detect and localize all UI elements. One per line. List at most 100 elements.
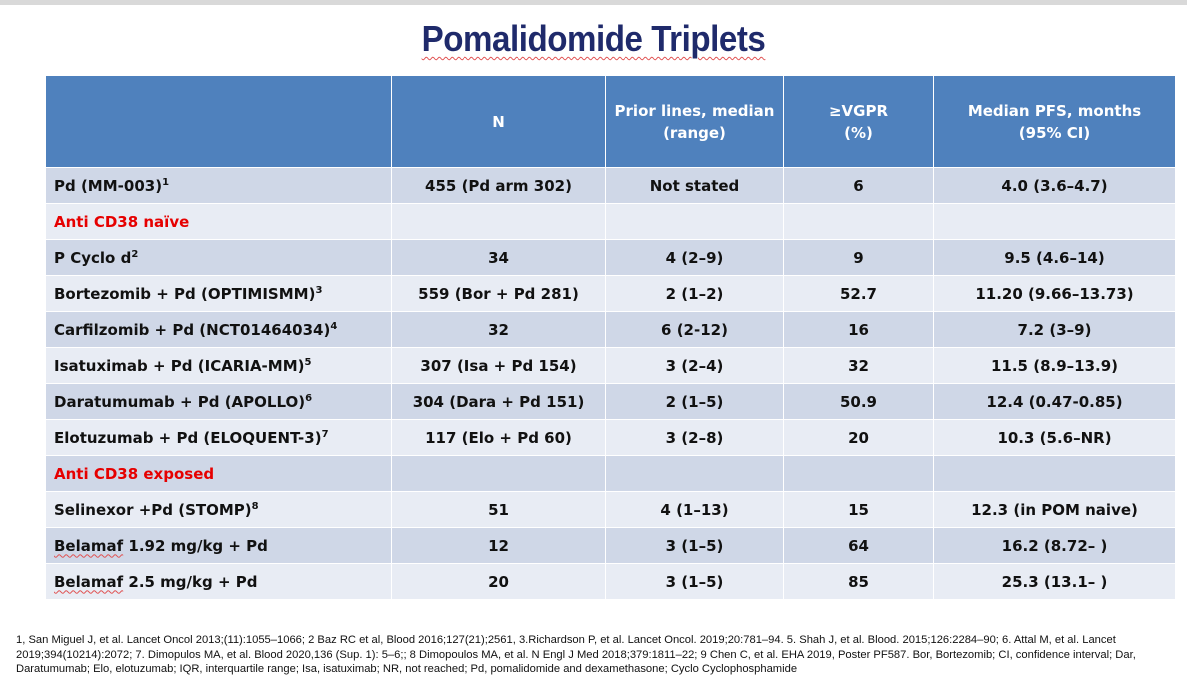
regimen-cell: Bortezomib + Pd (OPTIMISMM)3 [45, 275, 392, 312]
regimen-name: P Cyclo d [54, 248, 132, 267]
regimen-name: Daratumumab + Pd (APOLLO) [54, 392, 306, 411]
pfs-cell: 9.5 (4.6–14) [933, 239, 1176, 276]
regimen-name: Selinexor +Pd (STOMP) [54, 500, 252, 519]
table-header-row: N Prior lines, median (range) ≥VGPR (%) Me… [45, 75, 1176, 168]
prior-cell: 4 (2–9) [605, 239, 784, 276]
n-cell: 12 [391, 527, 606, 564]
section-row: Anti CD38 exposed [45, 455, 1176, 492]
prior-cell: 2 (1–5) [605, 383, 784, 420]
reference-superscript: 1 [162, 176, 170, 188]
regimen-name: Belamaf 2.5 mg/kg + Pd [54, 572, 258, 591]
pfs-cell [933, 455, 1176, 492]
vgpr-cell: 50.9 [783, 383, 934, 420]
vgpr-cell: 85 [783, 563, 934, 600]
n-cell: 20 [391, 563, 606, 600]
n-cell: 304 (Dara + Pd 151) [391, 383, 606, 420]
pfs-cell: 7.2 (3–9) [933, 311, 1176, 348]
header-prior-lines: Prior lines, median (range) [605, 75, 784, 168]
prior-cell: 4 (1–13) [605, 491, 784, 528]
vgpr-cell: 16 [783, 311, 934, 348]
regimen-cell: Isatuximab + Pd (ICARIA-MM)5 [45, 347, 392, 384]
header-median-pfs: Median PFS, months (95% CI) [933, 75, 1176, 168]
regimen-name: Pd (MM-003) [54, 176, 163, 195]
table-row: Isatuximab + Pd (ICARIA-MM)5 307 (Isa + P… [45, 347, 1176, 384]
regimen-name: Bortezomib + Pd (OPTIMISMM) [54, 284, 316, 303]
prior-cell: 6 (2-12) [605, 311, 784, 348]
n-cell: 559 (Bor + Pd 281) [391, 275, 606, 312]
reference-superscript: 3 [315, 284, 323, 296]
n-cell: 32 [391, 311, 606, 348]
regimen-cell: Elotuzumab + Pd (ELOQUENT-3)7 [45, 419, 392, 456]
pfs-cell: 12.4 (0.47-0.85) [933, 383, 1176, 420]
table-row: Carfilzomib + Pd (NCT01464034)4 32 6 (2-12… [45, 311, 1176, 348]
n-cell: 34 [391, 239, 606, 276]
reference-superscript: 2 [131, 248, 139, 260]
pfs-cell: 11.20 (9.66–13.73) [933, 275, 1176, 312]
regimen-name: Anti CD38 exposed [54, 464, 215, 483]
vgpr-cell: 52.7 [783, 275, 934, 312]
vgpr-cell [783, 455, 934, 492]
table-row: Belamaf 2.5 mg/kg + Pd 20 3 (1–5) 85 25.3 (1… [45, 563, 1176, 600]
regimen-name: Belamaf 1.92 mg/kg + Pd [54, 536, 268, 555]
reference-superscript: 4 [330, 320, 338, 332]
regimen-cell: Selinexor +Pd (STOMP)8 [45, 491, 392, 528]
header-regimen [45, 75, 392, 168]
header-n: N [391, 75, 606, 168]
regimen-cell: Belamaf 1.92 mg/kg + Pd [45, 527, 392, 564]
pomalidomide-triplets-table: N Prior lines, median (range) ≥VGPR (%) Me… [45, 75, 1176, 600]
table-row: Bortezomib + Pd (OPTIMISMM)3 559 (Bor + P… [45, 275, 1176, 312]
prior-cell: 2 (1–2) [605, 275, 784, 312]
vgpr-cell: 32 [783, 347, 934, 384]
n-cell [391, 203, 606, 240]
vgpr-cell: 20 [783, 419, 934, 456]
pfs-cell: 25.3 (13.1– ) [933, 563, 1176, 600]
prior-cell [605, 455, 784, 492]
vgpr-cell: 6 [783, 167, 934, 204]
regimen-cell: P Cyclo d2 [45, 239, 392, 276]
table-row: Belamaf 1.92 mg/kg + Pd 12 3 (1–5) 64 16.2 (… [45, 527, 1176, 564]
prior-cell: 3 (1–5) [605, 527, 784, 564]
pfs-cell: 12.3 (in POM naive) [933, 491, 1176, 528]
n-cell: 117 (Elo + Pd 60) [391, 419, 606, 456]
n-cell: 307 (Isa + Pd 154) [391, 347, 606, 384]
reference-superscript: 8 [251, 500, 259, 512]
table-row: P Cyclo d2 34 4 (2–9) 9 9.5 (4.6–14) [45, 239, 1176, 276]
regimen-name: Carfilzomib + Pd (NCT01464034) [54, 320, 331, 339]
prior-cell: 3 (2–4) [605, 347, 784, 384]
header-vgpr: ≥VGPR (%) [783, 75, 934, 168]
vgpr-cell: 15 [783, 491, 934, 528]
reference-superscript: 6 [305, 392, 313, 404]
pfs-cell: 4.0 (3.6–4.7) [933, 167, 1176, 204]
prior-cell: 3 (2–8) [605, 419, 784, 456]
table-row: Elotuzumab + Pd (ELOQUENT-3)7 117 (Elo + … [45, 419, 1176, 456]
pfs-cell: 16.2 (8.72– ) [933, 527, 1176, 564]
vgpr-cell: 64 [783, 527, 934, 564]
regimen-name: Elotuzumab + Pd (ELOQUENT-3) [54, 428, 322, 447]
reference-superscript: 5 [304, 356, 312, 368]
regimen-name: Anti CD38 naïve [54, 212, 190, 231]
pfs-cell [933, 203, 1176, 240]
n-cell: 455 (Pd arm 302) [391, 167, 606, 204]
regimen-cell: Pd (MM-003)1 [45, 167, 392, 204]
n-cell [391, 455, 606, 492]
pfs-cell: 11.5 (8.9–13.9) [933, 347, 1176, 384]
prior-cell: Not stated [605, 167, 784, 204]
regimen-cell: Belamaf 2.5 mg/kg + Pd [45, 563, 392, 600]
vgpr-cell: 9 [783, 239, 934, 276]
section-row: Anti CD38 naïve [45, 203, 1176, 240]
prior-cell: 3 (1–5) [605, 563, 784, 600]
table-row: Pd (MM-003)1 455 (Pd arm 302) Not stated 6 4… [45, 167, 1176, 204]
regimen-name: Isatuximab + Pd (ICARIA-MM) [54, 356, 305, 375]
pfs-cell: 10.3 (5.6–NR) [933, 419, 1176, 456]
n-cell: 51 [391, 491, 606, 528]
section-label: Anti CD38 exposed [45, 455, 392, 492]
top-border-line [0, 0, 1187, 5]
table-row: Selinexor +Pd (STOMP)8 51 4 (1–13) 15 12.3 (… [45, 491, 1176, 528]
slide-title: Pomalidomide Triplets [421, 18, 766, 59]
regimen-cell: Carfilzomib + Pd (NCT01464034)4 [45, 311, 392, 348]
section-label: Anti CD38 naïve [45, 203, 392, 240]
references-footnote: 1, San Miguel J, et al. Lancet Oncol 201… [16, 634, 1136, 675]
table-row: Daratumumab + Pd (APOLLO)6 304 (Dara + Pd… [45, 383, 1176, 420]
prior-cell [605, 203, 784, 240]
regimen-cell: Daratumumab + Pd (APOLLO)6 [45, 383, 392, 420]
